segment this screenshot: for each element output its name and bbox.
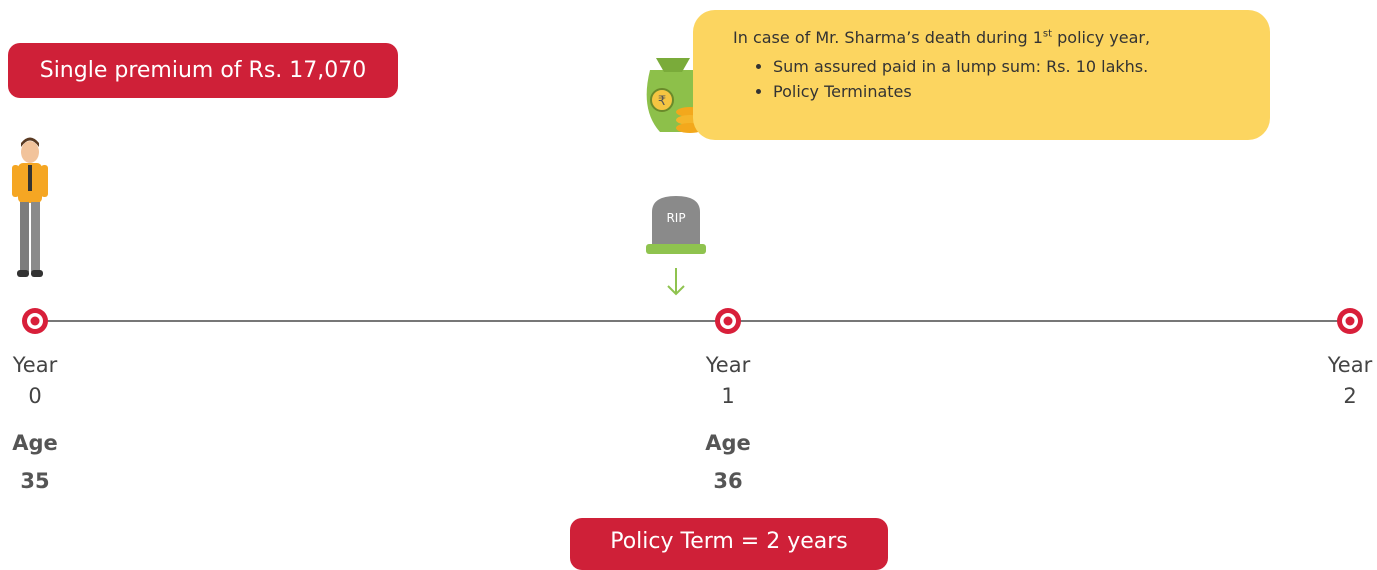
intro-end: policy year, — [1052, 28, 1150, 47]
person-icon — [12, 138, 48, 278]
year-label: Year — [1290, 353, 1377, 377]
year-number: 2 — [1290, 384, 1377, 408]
callout-bullet: Policy Terminates — [773, 82, 1270, 101]
callout: In case of Mr. Sharma’s death during 1st… — [693, 10, 1270, 140]
callout-bullet: Sum assured paid in a lump sum: Rs. 10 l… — [773, 57, 1270, 76]
year-label: Year — [668, 353, 788, 377]
callout-intro: In case of Mr. Sharma’s death during 1st… — [733, 28, 1270, 47]
age-number: 35 — [0, 469, 95, 493]
tombstone-text: RIP — [666, 211, 685, 225]
year-label: Year — [0, 353, 95, 377]
intro-sup: st — [1043, 29, 1052, 40]
svg-text:₹: ₹ — [658, 94, 666, 109]
policy-term-box: Policy Term = 2 years — [570, 518, 888, 570]
age-number: 36 — [668, 469, 788, 493]
callout-list: Sum assured paid in a lump sum: Rs. 10 l… — [733, 57, 1270, 101]
tombstone-icon: RIP — [646, 196, 706, 254]
premium-box: Single premium of Rs. 17,070 — [8, 43, 398, 98]
age-label: Age — [0, 431, 95, 455]
down-arrow — [668, 268, 684, 294]
year-number: 0 — [0, 384, 95, 408]
intro-text: In case of Mr. Sharma’s death during 1 — [733, 28, 1043, 47]
age-label: Age — [668, 431, 788, 455]
page: {"premium_label": "Single premium of Rs.… — [0, 0, 1377, 564]
year-number: 1 — [668, 384, 788, 408]
